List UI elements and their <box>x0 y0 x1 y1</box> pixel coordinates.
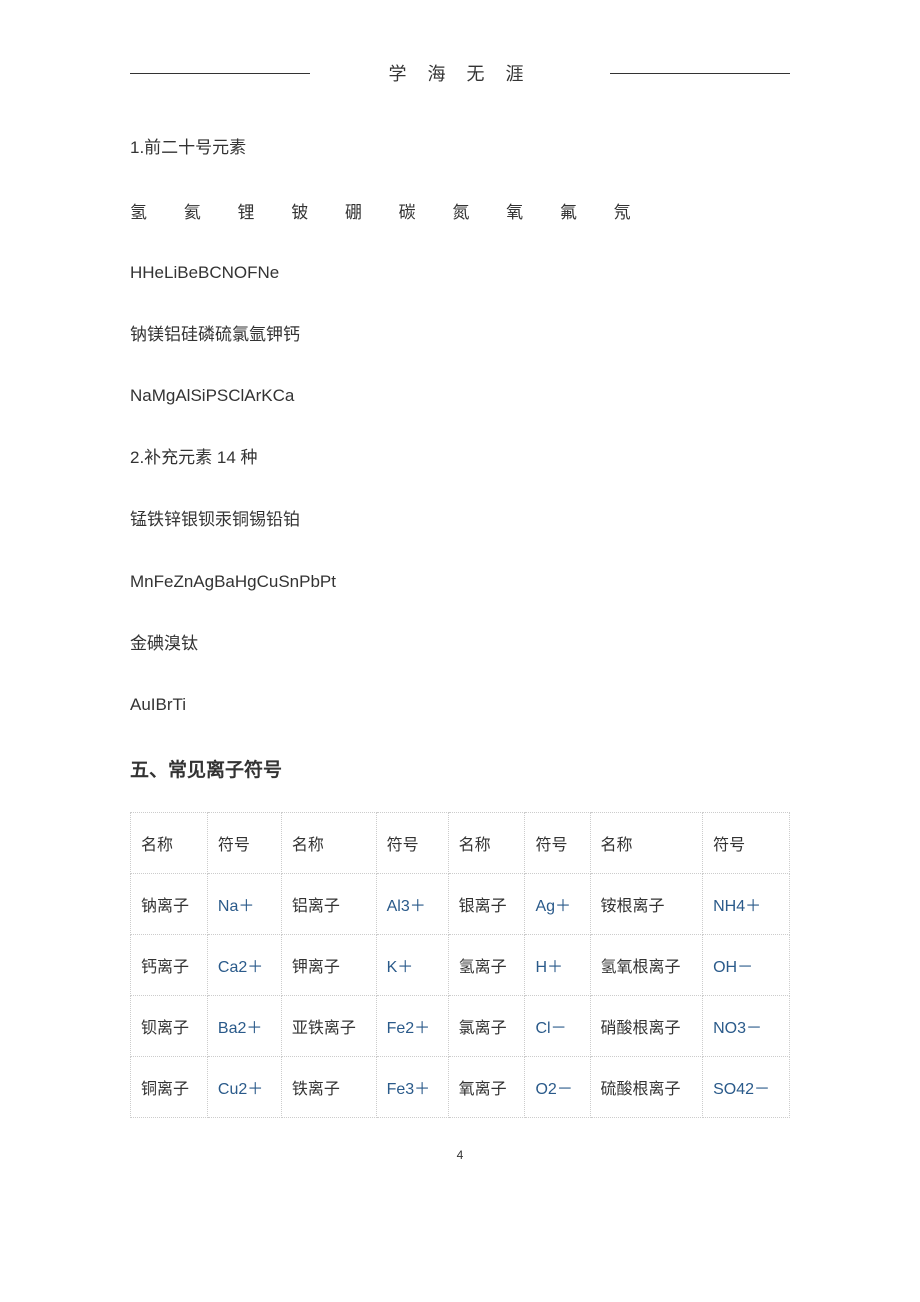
header-title: 学 海 无 涯 <box>130 60 790 86</box>
table-header: 名称 <box>448 813 525 874</box>
section-1-title: 1.前二十号元素 <box>130 136 790 160</box>
elements-row-2: 钠镁铝硅磷硫氯氩钾钙 <box>130 323 790 347</box>
section-5-title: 五、常见离子符号 <box>130 755 790 782</box>
ion-symbol: Al3＋ <box>376 874 448 935</box>
ion-symbol: Fe3＋ <box>376 1057 448 1118</box>
ion-symbol: Ca2＋ <box>207 935 281 996</box>
element-item: 硼 <box>345 198 362 223</box>
element-item: 碳 <box>399 198 416 223</box>
element-item: 锂 <box>237 198 254 223</box>
ion-symbol: NO3－ <box>703 996 790 1057</box>
element-item: 铍 <box>291 198 308 223</box>
ion-name: 铝离子 <box>281 874 376 935</box>
ion-name: 硫酸根离子 <box>590 1057 703 1118</box>
element-item: 氖 <box>614 198 631 223</box>
element-item: 氢 <box>130 198 147 223</box>
elements-row-3: 锰铁锌银钡汞铜锡铅铂 <box>130 508 790 532</box>
element-item: 氮 <box>452 198 469 223</box>
table-header: 符号 <box>376 813 448 874</box>
symbols-row-3: MnFeZnAgBaHgCuSnPbPt <box>130 570 790 594</box>
ion-name: 亚铁离子 <box>281 996 376 1057</box>
table-header: 符号 <box>525 813 590 874</box>
ion-symbol: O2－ <box>525 1057 590 1118</box>
page-number: 4 <box>130 1148 790 1162</box>
ion-name: 银离子 <box>448 874 525 935</box>
ion-name: 钙离子 <box>131 935 208 996</box>
ion-symbol: NH4＋ <box>703 874 790 935</box>
ion-symbol: SO42－ <box>703 1057 790 1118</box>
elements-row-1: 氢 氦 锂 铍 硼 碳 氮 氧 氟 氖 <box>130 198 790 223</box>
symbols-row-4: AuIBrTi <box>130 693 790 717</box>
ion-name: 氢离子 <box>448 935 525 996</box>
ion-name: 硝酸根离子 <box>590 996 703 1057</box>
table-header: 符号 <box>703 813 790 874</box>
ion-name: 钡离子 <box>131 996 208 1057</box>
ion-symbol: H＋ <box>525 935 590 996</box>
table-row: 钙离子 Ca2＋ 钾离子 K＋ 氢离子 H＋ 氢氧根离子 OH－ <box>131 935 790 996</box>
ion-symbol: OH－ <box>703 935 790 996</box>
ion-name: 氢氧根离子 <box>590 935 703 996</box>
table-row: 钡离子 Ba2＋ 亚铁离子 Fe2＋ 氯离子 Cl－ 硝酸根离子 NO3－ <box>131 996 790 1057</box>
ion-name: 钾离子 <box>281 935 376 996</box>
symbols-row-1: HHeLiBeBCNOFNe <box>130 261 790 285</box>
table-header: 符号 <box>207 813 281 874</box>
ion-name: 铜离子 <box>131 1057 208 1118</box>
table-header: 名称 <box>590 813 703 874</box>
ion-symbol: Cu2＋ <box>207 1057 281 1118</box>
table-row: 铜离子 Cu2＋ 铁离子 Fe3＋ 氧离子 O2－ 硫酸根离子 SO42－ <box>131 1057 790 1118</box>
ion-symbol: Cl－ <box>525 996 590 1057</box>
table-header: 名称 <box>131 813 208 874</box>
element-item: 氦 <box>184 198 201 223</box>
ion-name: 氧离子 <box>448 1057 525 1118</box>
table-header-row: 名称 符号 名称 符号 名称 符号 名称 符号 <box>131 813 790 874</box>
ion-symbol: Na＋ <box>207 874 281 935</box>
elements-row-4: 金碘溴钛 <box>130 632 790 656</box>
ion-symbol: K＋ <box>376 935 448 996</box>
ion-table: 名称 符号 名称 符号 名称 符号 名称 符号 钠离子 Na＋ 铝离子 Al3＋… <box>130 812 790 1118</box>
ion-symbol: Fe2＋ <box>376 996 448 1057</box>
ion-name: 钠离子 <box>131 874 208 935</box>
ion-name: 氯离子 <box>448 996 525 1057</box>
table-header: 名称 <box>281 813 376 874</box>
ion-name: 铁离子 <box>281 1057 376 1118</box>
ion-name: 铵根离子 <box>590 874 703 935</box>
element-item: 氧 <box>506 198 523 223</box>
element-item: 氟 <box>560 198 577 223</box>
table-row: 钠离子 Na＋ 铝离子 Al3＋ 银离子 Ag＋ 铵根离子 NH4＋ <box>131 874 790 935</box>
section-2-title: 2.补充元素 14 种 <box>130 446 790 470</box>
ion-symbol: Ag＋ <box>525 874 590 935</box>
ion-symbol: Ba2＋ <box>207 996 281 1057</box>
symbols-row-2: NaMgAlSiPSClArKCa <box>130 384 790 408</box>
